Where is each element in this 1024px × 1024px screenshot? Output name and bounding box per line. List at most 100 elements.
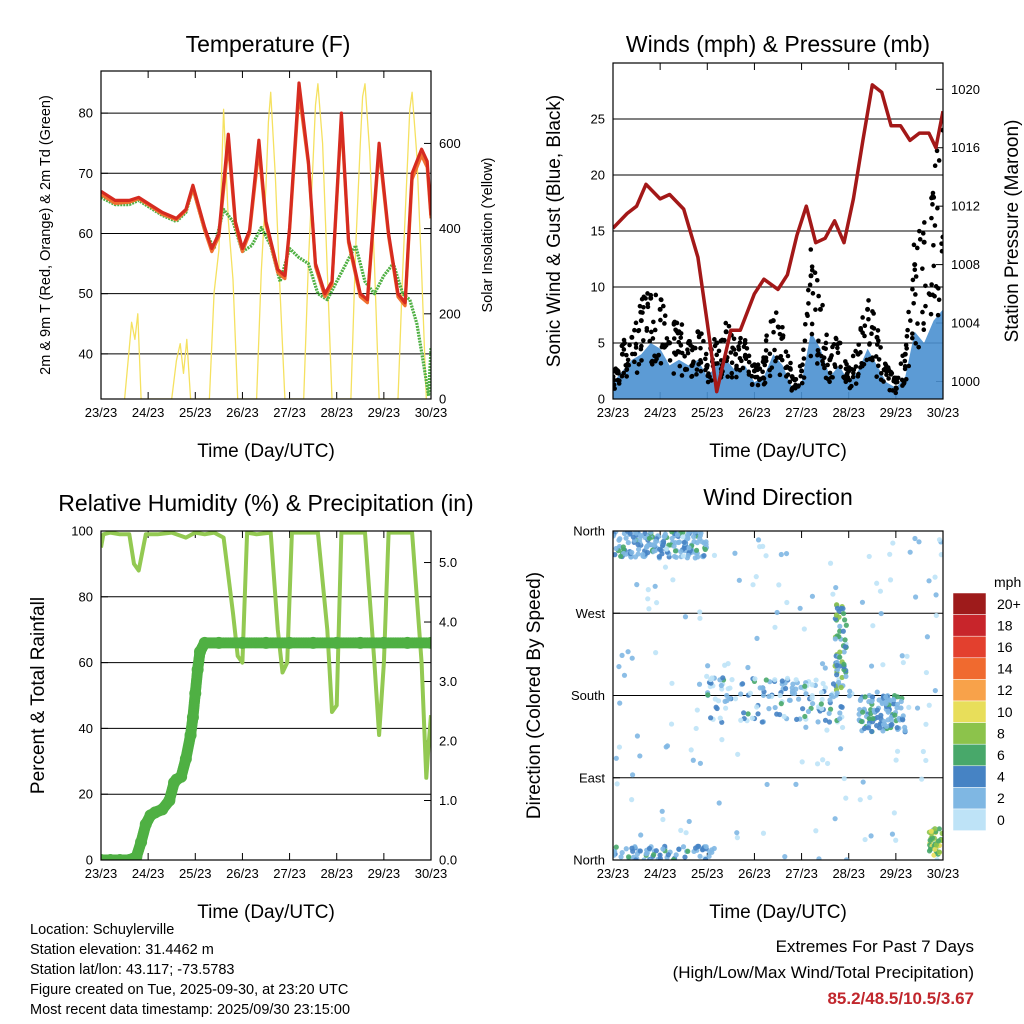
direction-dot (671, 543, 677, 549)
gust-dot (649, 329, 654, 335)
gust-dot (658, 360, 664, 366)
gust-dot (855, 351, 861, 357)
direction-dot (862, 694, 868, 700)
temperature-xtick-label: 29/23 (368, 405, 401, 420)
direction-dot (893, 837, 899, 843)
direction-dot (699, 847, 706, 853)
gust-dot (921, 321, 926, 326)
humidity-xtick-label: 24/23 (132, 866, 165, 881)
winds-ytick-label: 20 (591, 168, 605, 183)
direction-dot (843, 795, 849, 801)
gust-dot (812, 270, 818, 276)
gust-dot (671, 371, 677, 376)
gust-dot (869, 331, 874, 337)
gust-dot (830, 375, 835, 380)
gust-dot (884, 372, 889, 377)
legend-label: 14 (997, 661, 1013, 677)
direction-dot (841, 775, 847, 782)
gust-dot (774, 355, 780, 360)
gust-dot (928, 311, 934, 317)
humidity-ytick-right-label: 0.0 (439, 853, 457, 868)
gust-dot (623, 362, 629, 368)
direction-dot (898, 698, 904, 705)
gust-dot (751, 368, 757, 374)
gust-dot (846, 368, 852, 374)
direction-dot (900, 717, 906, 723)
gust-dot (764, 333, 769, 338)
direction-dot (625, 649, 631, 655)
temperature-ytick-right-label: 200 (439, 306, 461, 321)
direction-dot (842, 637, 848, 643)
gust-dot (904, 333, 910, 339)
gust-dot (913, 341, 919, 346)
gust-dot (829, 353, 834, 358)
direction-dot (735, 751, 741, 757)
direction-dot (684, 532, 691, 538)
direction-dot (668, 721, 675, 727)
gust-dot (780, 324, 785, 330)
gust-dot (749, 382, 755, 387)
gust-dot (638, 318, 644, 324)
gust-dot (698, 368, 704, 374)
direction-dot (822, 717, 829, 723)
gust-dot (752, 362, 757, 367)
gust-dot (921, 327, 927, 332)
gust-dot (847, 377, 852, 383)
humidity-ytick-label: 60 (79, 655, 93, 670)
direction-dot (629, 797, 635, 803)
direction-dot (837, 654, 843, 660)
direction-dot (653, 600, 660, 606)
info-location: Location: Schuylerville (30, 922, 175, 938)
direction-dot (919, 776, 925, 782)
gust-dot (856, 342, 862, 347)
direction-dot (651, 852, 657, 858)
direction-dot (880, 728, 886, 734)
direction-dot (874, 707, 880, 713)
legend-label: 2 (997, 790, 1005, 806)
precip-dots (101, 636, 431, 860)
gust-dot (742, 352, 748, 358)
direction-dot (843, 622, 849, 628)
temperature-xtick-label: 26/23 (226, 405, 259, 420)
direction-dot (841, 649, 847, 655)
direction-dot (778, 551, 784, 558)
direction-dot (657, 852, 663, 858)
gust-dot (866, 298, 871, 303)
gust-dot (920, 231, 926, 236)
direction-dot (819, 661, 826, 667)
gust-dot (809, 321, 815, 327)
temperature-xtick-label: 25/23 (179, 405, 212, 420)
gust-dot (682, 354, 687, 359)
gust-dot (709, 378, 714, 383)
direction-dot (776, 582, 782, 588)
direction-dot (682, 614, 689, 620)
legend-swatch (952, 765, 987, 788)
direction-dot (613, 545, 619, 552)
gust-dot (912, 262, 918, 268)
direction-dot (715, 698, 722, 704)
direction-dot (623, 535, 629, 541)
gust-dot (930, 190, 936, 196)
direction-xtick-label: 24/23 (644, 866, 677, 881)
gust-dot (939, 248, 943, 254)
direction-dot (736, 577, 742, 583)
gust-dot (932, 163, 938, 169)
gust-dot (650, 336, 656, 341)
winds-xtick-label: 25/23 (691, 405, 724, 420)
gust-dot (793, 376, 799, 382)
gust-dot (916, 344, 921, 350)
direction-dot (724, 692, 730, 699)
direction-dot (616, 744, 623, 750)
gust-dot (773, 358, 778, 364)
gust-dot (679, 322, 685, 327)
direction-dot (809, 682, 815, 688)
gust-dot (874, 342, 880, 347)
direction-dot (890, 540, 896, 546)
direction-ylabel-left: Direction (Colored By Speed) (524, 572, 545, 819)
direction-dot (652, 542, 658, 548)
gust-dot (704, 362, 710, 368)
gust-dot (740, 365, 746, 371)
info-elevation: Station elevation: 31.4462 m (30, 942, 214, 958)
gust-dots (613, 127, 943, 396)
gust-dot (874, 374, 879, 379)
